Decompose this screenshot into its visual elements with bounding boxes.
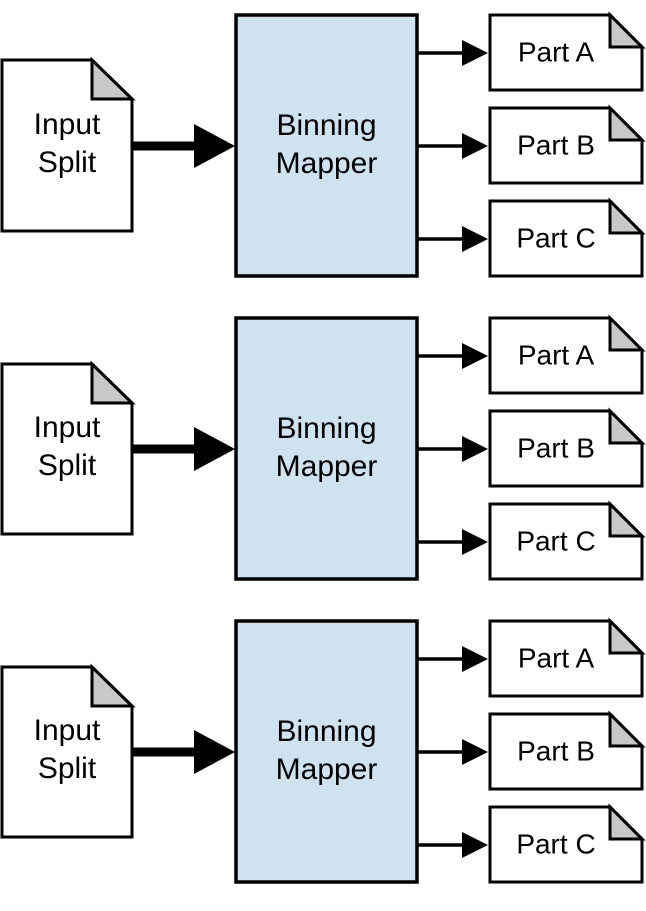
- part-a-doc: Part A: [488, 617, 646, 698]
- binning-mapper-box: Binning Mapper: [234, 13, 419, 278]
- input-split-doc: Input Split: [0, 56, 136, 233]
- part-c-doc: Part C: [488, 500, 646, 581]
- mapper-to-part-a-arrow: [417, 343, 488, 369]
- part-c-label: Part C: [516, 525, 595, 556]
- part-b-label: Part B: [517, 735, 595, 766]
- mapper-label-line1: Binning: [276, 412, 376, 445]
- input-split-label-line2: Split: [38, 752, 97, 785]
- input-split-label-line1: Input: [34, 108, 101, 141]
- input-split-label-line2: Split: [38, 146, 97, 179]
- mapper-label-line2: Mapper: [276, 450, 378, 483]
- row-3: Input Split Binning Mapper Part A: [0, 617, 646, 884]
- mapper-to-part-b-arrow: [417, 133, 488, 159]
- part-b-doc: Part B: [488, 407, 646, 488]
- part-a-label: Part A: [518, 36, 595, 67]
- input-split-label-line1: Input: [34, 411, 101, 444]
- mapper-to-part-a-arrow: [417, 40, 488, 66]
- part-a-label: Part A: [518, 642, 595, 673]
- input-split-doc: Input Split: [0, 360, 136, 536]
- mapper-label-line2: Mapper: [276, 147, 378, 180]
- mapper-label-line2: Mapper: [276, 753, 378, 786]
- row-2: Input Split Binning Mapper Part A: [0, 314, 646, 581]
- mapper-to-part-b-arrow: [417, 436, 488, 462]
- input-to-mapper-arrow: [132, 124, 235, 168]
- binning-mapper-box: Binning Mapper: [234, 316, 419, 581]
- input-split-label-line1: Input: [34, 714, 101, 747]
- part-a-doc: Part A: [488, 314, 646, 395]
- mapper-to-part-b-arrow: [417, 739, 488, 765]
- part-c-doc: Part C: [488, 803, 646, 884]
- input-split-doc: Input Split: [0, 663, 136, 839]
- part-a-label: Part A: [518, 339, 595, 370]
- part-c-label: Part C: [516, 222, 595, 253]
- mapper-to-part-c-arrow: [417, 529, 488, 555]
- part-b-doc: Part B: [488, 104, 646, 185]
- part-b-doc: Part B: [488, 710, 646, 791]
- row-1: Input Split Binning Mapper: [0, 11, 646, 278]
- part-b-label: Part B: [517, 129, 595, 160]
- input-split-label-line2: Split: [38, 449, 97, 482]
- mapper-label-line1: Binning: [276, 109, 376, 142]
- part-c-doc: Part C: [488, 197, 646, 278]
- input-to-mapper-arrow: [132, 730, 235, 774]
- part-c-label: Part C: [516, 828, 595, 859]
- input-to-mapper-arrow: [132, 427, 235, 471]
- mapper-to-part-c-arrow: [417, 832, 488, 858]
- mapper-label-line1: Binning: [276, 715, 376, 748]
- mapper-to-part-c-arrow: [417, 226, 488, 252]
- mapper-to-part-a-arrow: [417, 646, 488, 672]
- part-b-label: Part B: [517, 432, 595, 463]
- part-a-doc: Part A: [488, 11, 646, 92]
- binning-mapper-box: Binning Mapper: [234, 619, 419, 884]
